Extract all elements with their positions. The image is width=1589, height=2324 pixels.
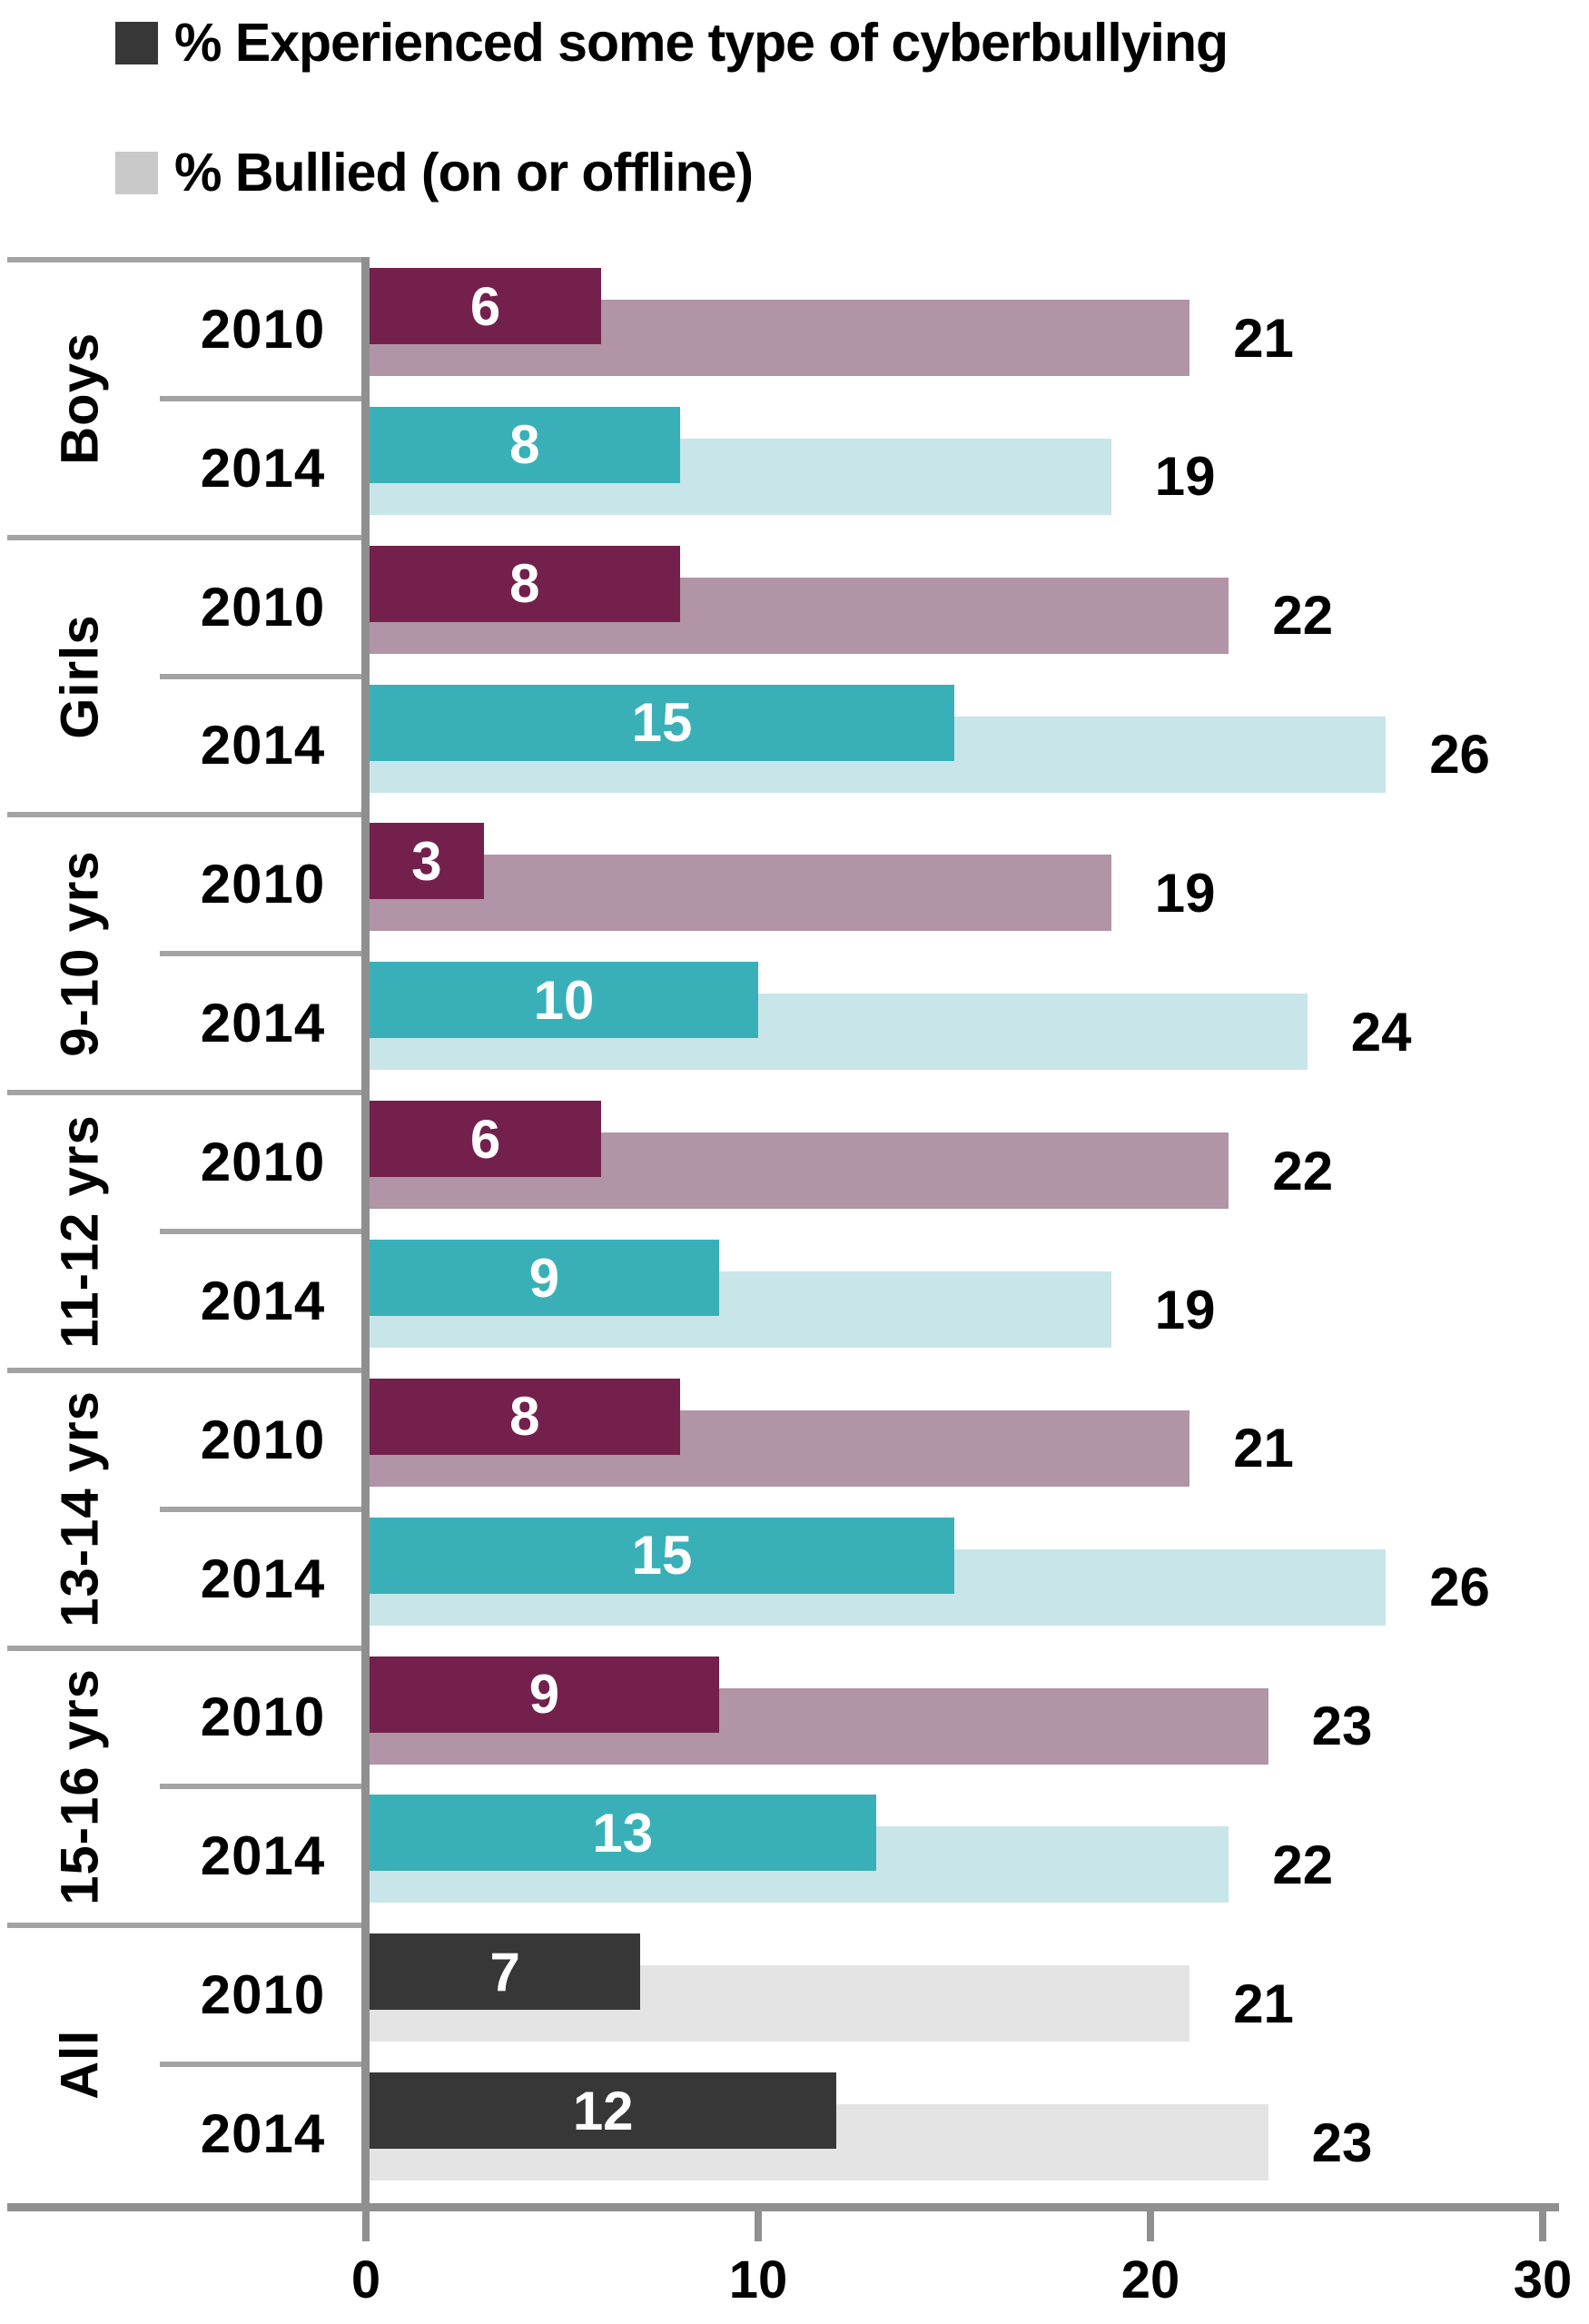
year-label: 2010 xyxy=(200,854,326,915)
bar-cyberbullying xyxy=(370,268,602,344)
bar-cyberbullying xyxy=(370,545,680,622)
bar-value-bullied: 22 xyxy=(1272,585,1334,647)
bar-cyberbullying xyxy=(370,1933,641,2011)
bar-value-bullied: 22 xyxy=(1272,1140,1334,1202)
year-label: 2014 xyxy=(200,993,326,1054)
bar-value-cyberbullying: 8 xyxy=(509,553,540,615)
group-divider xyxy=(7,534,370,540)
bar-value-bullied: 19 xyxy=(1154,1279,1216,1340)
x-axis-tick-label: 20 xyxy=(1120,2250,1180,2309)
bar-bullied xyxy=(370,855,1111,932)
year-label: 2010 xyxy=(200,1132,326,1193)
bar-cyberbullying xyxy=(370,1101,602,1178)
group-label: All xyxy=(50,2029,110,2100)
year-label: 2014 xyxy=(200,2103,326,2165)
bar-value-bullied: 19 xyxy=(1154,862,1216,924)
bar-value-bullied: 23 xyxy=(1311,1696,1373,1757)
group-label: 13-14 yrs xyxy=(50,1390,110,1627)
bar-cyberbullying xyxy=(370,823,484,900)
group-label: 9-10 yrs xyxy=(50,850,110,1057)
year-label: 2014 xyxy=(200,715,326,776)
group-divider xyxy=(7,1367,370,1373)
bar-value-bullied: 19 xyxy=(1154,446,1216,508)
bar-value-cyberbullying: 10 xyxy=(533,969,595,1031)
year-divider xyxy=(160,395,370,401)
bar-cyberbullying xyxy=(370,1795,876,1872)
year-divider xyxy=(160,673,370,679)
bar-value-cyberbullying: 13 xyxy=(592,1802,654,1864)
year-divider xyxy=(160,2062,370,2068)
legend-swatch-bullied xyxy=(115,151,158,194)
group-label: 11-12 yrs xyxy=(50,1114,110,1349)
year-label: 2010 xyxy=(200,1686,326,1748)
bar-value-bullied: 22 xyxy=(1272,1834,1334,1895)
x-axis-tick-label: 30 xyxy=(1513,2250,1573,2309)
bar-cyberbullying xyxy=(370,406,680,483)
year-label: 2010 xyxy=(200,1409,326,1470)
group-divider xyxy=(7,812,370,818)
bar-value-bullied: 21 xyxy=(1233,1418,1294,1479)
bar-value-cyberbullying: 7 xyxy=(489,1941,520,2003)
year-label: 2014 xyxy=(200,1548,326,1609)
bar-cyberbullying xyxy=(370,2072,837,2150)
x-axis-tick-label: 0 xyxy=(350,2250,381,2309)
bar-value-bullied: 23 xyxy=(1311,2111,1373,2173)
x-axis-tick xyxy=(755,2211,762,2241)
year-divider xyxy=(160,1229,370,1234)
x-axis-tick xyxy=(362,2211,370,2241)
bar-value-cyberbullying: 6 xyxy=(469,275,501,337)
bar-value-bullied: 21 xyxy=(1233,1973,1294,2034)
legend-label-bullied: % Bullied (on or offline) xyxy=(174,143,754,203)
group-divider xyxy=(7,1923,370,1929)
bar-cyberbullying xyxy=(370,1517,954,1594)
year-divider xyxy=(160,951,370,957)
legend-label-cyberbullying: % Experienced some type of cyberbullying xyxy=(174,13,1229,73)
bar-value-cyberbullying: 8 xyxy=(509,414,540,476)
bar-value-bullied: 26 xyxy=(1429,724,1490,786)
y-axis-line xyxy=(361,257,370,2211)
year-label: 2014 xyxy=(200,437,326,499)
bar-cyberbullying xyxy=(370,1240,719,1316)
year-label: 2010 xyxy=(200,298,326,360)
legend-swatch-cyberbullying xyxy=(115,21,158,64)
bar-cyberbullying xyxy=(370,962,758,1039)
bar-cyberbullying xyxy=(370,1378,680,1455)
bar-value-cyberbullying: 9 xyxy=(528,1664,560,1726)
bar-value-bullied: 21 xyxy=(1233,307,1294,369)
bar-value-cyberbullying: 8 xyxy=(509,1386,540,1448)
bar-cyberbullying xyxy=(370,1656,719,1733)
bar-value-bullied: 26 xyxy=(1429,1557,1490,1618)
bar-value-bullied: 24 xyxy=(1350,1001,1412,1063)
bar-value-cyberbullying: 15 xyxy=(631,692,693,754)
legend-item-bullied: % Bullied (on or offline) xyxy=(115,143,754,203)
bar-value-cyberbullying: 6 xyxy=(469,1108,501,1170)
year-label: 2014 xyxy=(200,1270,326,1331)
group-label: Girls xyxy=(50,613,110,739)
group-label: Boys xyxy=(50,331,110,465)
group-divider xyxy=(7,1090,370,1096)
bar-value-cyberbullying: 12 xyxy=(572,2080,634,2141)
x-axis-line xyxy=(7,2203,1559,2211)
year-label: 2014 xyxy=(200,1825,326,1887)
year-divider xyxy=(160,1506,370,1512)
x-axis-tick xyxy=(1539,2211,1546,2241)
year-label: 2010 xyxy=(200,1964,326,2026)
bar-value-cyberbullying: 9 xyxy=(528,1247,560,1309)
bar-cyberbullying xyxy=(370,684,954,761)
legend-item-cyberbullying: % Experienced some type of cyberbullying xyxy=(115,13,1229,73)
group-label: 15-16 yrs xyxy=(50,1668,110,1905)
year-label: 2010 xyxy=(200,576,326,638)
bar-value-cyberbullying: 3 xyxy=(411,830,442,892)
label-area-top-border xyxy=(7,257,370,262)
group-divider xyxy=(7,1645,370,1651)
bar-value-cyberbullying: 15 xyxy=(631,1525,693,1587)
x-axis-tick-label: 10 xyxy=(728,2250,788,2309)
x-axis-tick xyxy=(1147,2211,1154,2241)
year-divider xyxy=(160,1784,370,1790)
